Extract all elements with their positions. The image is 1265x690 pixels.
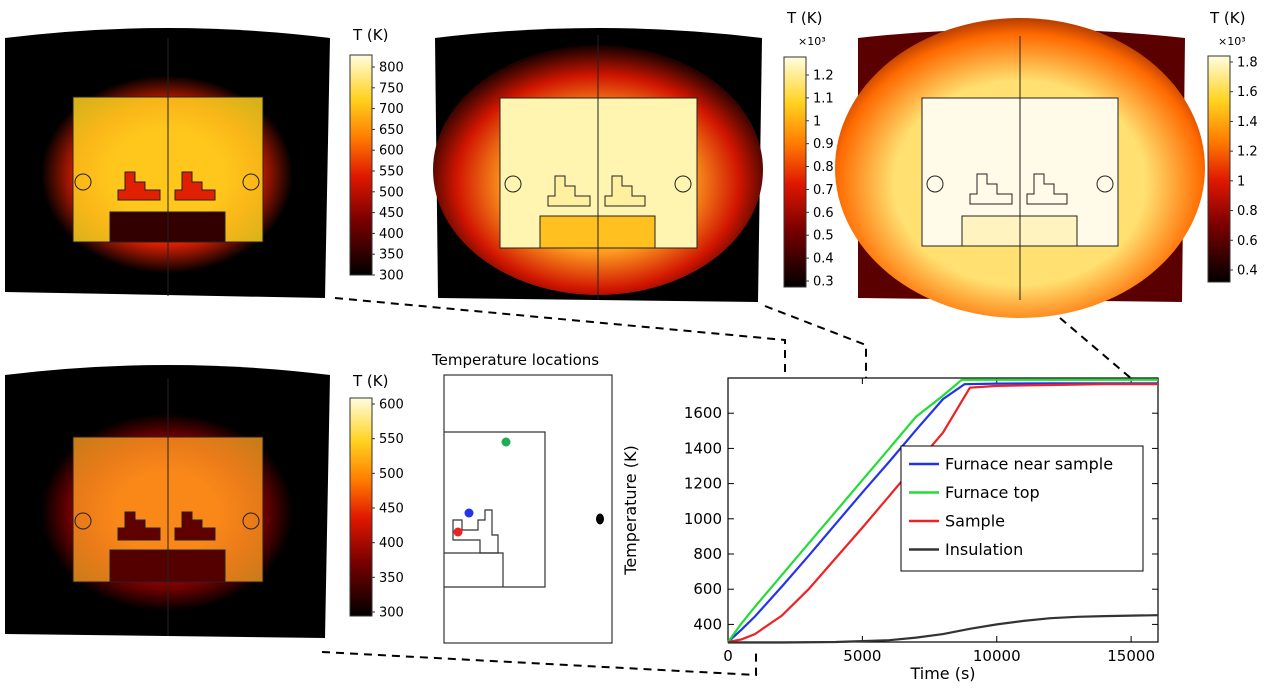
colorbar-3-tick-label: 0.8	[1237, 204, 1258, 219]
colorbar-2-tick-label: 0.5	[813, 229, 834, 244]
legend-entry: Furnace top	[945, 483, 1040, 502]
heatmap-panel-1	[5, 28, 330, 298]
colorbar-4-tick-label: 400	[379, 536, 404, 551]
colorbar-2-tick-label: 0.9	[813, 137, 834, 152]
colorbar-2-tick-label: 0.6	[813, 206, 834, 221]
colorbar-2-tick-label: 1.2	[813, 69, 834, 84]
x-tick-label: 5000	[843, 647, 881, 665]
y-axis-label: Temperature (K)	[621, 445, 640, 575]
x-axis-label: Time (s)	[909, 664, 975, 683]
heatmap-panel-3	[835, 18, 1205, 318]
heatmap-panel-2	[433, 28, 763, 302]
series-lines	[727, 378, 1159, 644]
x-axis: 0 5000 10000 15000	[723, 378, 1155, 665]
colorbar-1-tick-label: 750	[379, 81, 404, 96]
dashed-connectors	[321, 297, 1134, 677]
colorbar-3-tick-label: 1.4	[1237, 115, 1258, 130]
colorbar-2-exponent: ×10³	[798, 35, 826, 48]
heatmap-panel-4	[5, 365, 330, 638]
colorbar-3-tick-label: 0.4	[1237, 264, 1258, 279]
colorbar-3: T (K) ×10³ 1.8 1.6 1.4 1.2 1 0.8 0.6 0.4	[1207, 9, 1258, 283]
colorbar-1-tick-label: 350	[379, 248, 404, 263]
y-tick-label: 1000	[684, 510, 722, 528]
colorbar-1-label: T (K)	[352, 26, 388, 44]
colorbar-3-tick-label: 1.6	[1237, 85, 1258, 100]
sample-marker	[453, 527, 463, 537]
temperature-line-chart: 0 5000 10000 15000 400 600 800 1000 1200 1400 160…	[621, 377, 1159, 683]
colorbar-2-tick-label: 1.1	[813, 91, 834, 106]
locations-title: Temperature locations	[431, 351, 599, 369]
colorbar-1-tick-label: 300	[379, 269, 404, 284]
colorbar-4-tick-label: 450	[379, 502, 404, 517]
colorbar-2: T (K) ×10³ 1.2 1.1 1 0.9 0.8 0.7 0.6 0.5 0.4 0.3	[783, 9, 834, 290]
series-line-insulation	[728, 614, 1159, 644]
colorbar-1-tick-label: 450	[379, 206, 404, 221]
colorbar-2-tick-label: 0.3	[813, 275, 834, 290]
x-tick-label: 15000	[1107, 647, 1155, 665]
colorbar-2-tick-label: 0.8	[813, 160, 834, 175]
colorbar-3-tick-label: 1.8	[1237, 56, 1258, 71]
colorbar-2-tick-label: 1	[813, 114, 821, 129]
colorbar-1-tick-label: 700	[379, 102, 404, 117]
y-tick-label: 1400	[684, 439, 722, 457]
colorbar-4-tick-label: 350	[379, 571, 404, 586]
colorbar-3-tick-label: 1	[1237, 174, 1245, 189]
colorbar-1-tick-label: 550	[379, 165, 404, 180]
x-tick-label: 0	[723, 647, 733, 665]
furnace-top-marker	[501, 437, 511, 447]
x-tick-label: 10000	[973, 647, 1021, 665]
colorbar-1: T (K) 800 750 700 650 600 550 500 450 400 350 300	[349, 26, 404, 284]
colorbar-3-exponent: ×10³	[1218, 35, 1246, 48]
y-tick-label: 600	[693, 580, 722, 598]
legend-entry: Insulation	[945, 540, 1023, 559]
legend: Furnace near sample Furnace top Sample Insu…	[900, 445, 1144, 572]
colorbar-3-tick-label: 1.2	[1237, 145, 1258, 160]
colorbar-1-tick-label: 600	[379, 144, 404, 159]
y-axis: 400 600 800 1000 1200 1400 1600	[684, 404, 1158, 633]
legend-entry: Sample	[945, 512, 1005, 531]
colorbar-1-tick-label: 400	[379, 227, 404, 242]
colorbar-4: T (K) 600 550 500 450 400 350 300	[349, 372, 404, 621]
colorbar-1-tick-label: 500	[379, 185, 404, 200]
colorbar-3-tick-label: 0.6	[1237, 234, 1258, 249]
colorbar-2-label: T (K)	[786, 9, 822, 27]
colorbar-1-tick-label: 650	[379, 123, 404, 138]
colorbar-4-tick-label: 550	[379, 432, 404, 447]
colorbar-4-tick-label: 500	[379, 467, 404, 482]
locations-outer-box	[443, 374, 613, 644]
insulation-marker	[596, 513, 604, 525]
colorbar-2-tick-label: 0.4	[813, 252, 834, 267]
legend-box	[900, 445, 1144, 572]
temperature-locations-panel: Temperature locations	[431, 351, 613, 644]
furnace-near-sample-marker	[464, 508, 474, 518]
colorbar-2-tick-label: 0.7	[813, 183, 834, 198]
y-tick-label: 400	[693, 615, 722, 633]
y-tick-label: 1600	[684, 404, 722, 422]
legend-entry: Furnace near sample	[945, 455, 1113, 474]
series-line-sample	[727, 383, 1158, 644]
colorbar-4-tick-label: 600	[379, 398, 404, 413]
colorbar-1-tick-label: 800	[379, 61, 404, 76]
series-line-furnace-top	[727, 378, 1158, 643]
series-line-furnace-near-sample	[727, 382, 1158, 643]
colorbar-3-label: T (K)	[1209, 9, 1245, 27]
y-tick-label: 800	[693, 545, 722, 563]
colorbar-4-label: T (K)	[352, 372, 388, 390]
colorbar-4-tick-label: 300	[379, 606, 404, 621]
y-tick-label: 1200	[684, 475, 722, 493]
